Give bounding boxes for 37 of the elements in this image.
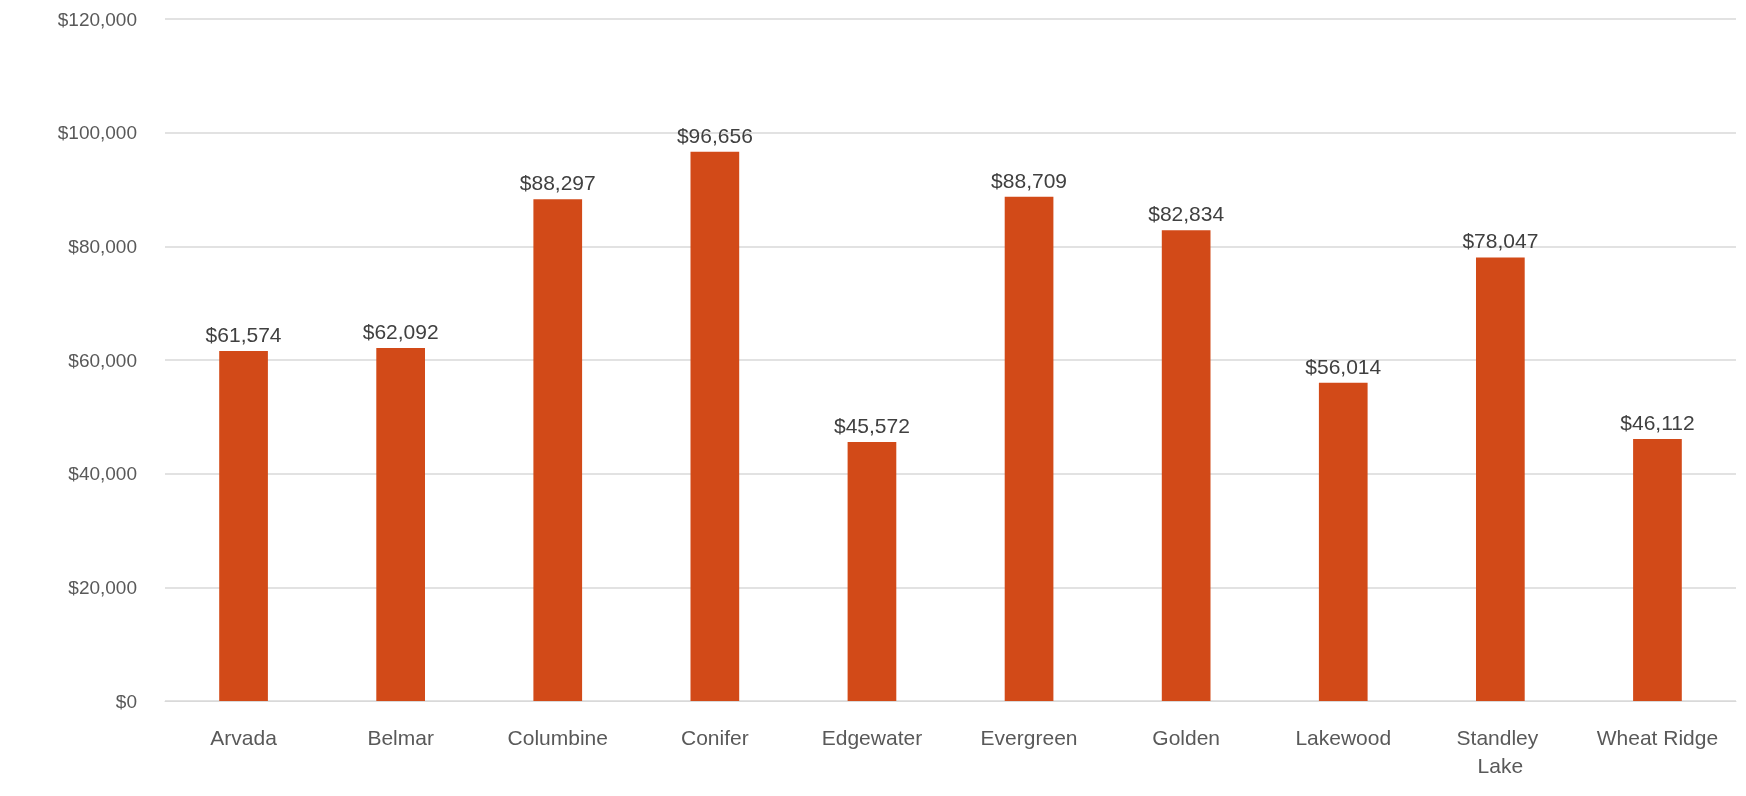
data-label: $46,112 <box>1620 410 1695 434</box>
y-tick-label: $60,000 <box>68 349 137 371</box>
bar <box>1161 230 1211 701</box>
data-label: $45,572 <box>833 414 910 437</box>
y-tick-label: $40,000 <box>68 463 137 485</box>
y-tick-label: $20,000 <box>68 576 137 598</box>
y-tick-label: $100,000 <box>57 122 137 144</box>
data-label: $61,574 <box>205 323 282 347</box>
bar <box>1318 382 1368 701</box>
x-tick-label: Golden <box>1152 725 1221 749</box>
data-label: $56,014 <box>1305 354 1382 378</box>
data-label: $96,656 <box>676 123 753 147</box>
bar <box>690 151 740 701</box>
x-tick-label: Belmar <box>367 725 434 749</box>
bar <box>376 348 425 701</box>
y-tick-label: $80,000 <box>68 235 137 257</box>
data-label: $78,047 <box>1462 229 1539 253</box>
bar <box>219 351 268 701</box>
data-label: $62,092 <box>362 320 439 344</box>
x-tick-label: Edgewater <box>821 725 923 749</box>
data-label: $82,834 <box>1148 202 1225 226</box>
data-label: $88,297 <box>519 171 596 195</box>
x-tick-label: Evergreen <box>980 725 1078 749</box>
x-tick-label: Lakewood <box>1295 725 1392 749</box>
x-tick-label: Wheat Ridge <box>1596 725 1719 749</box>
y-tick-label: $120,000 <box>57 8 137 30</box>
bar <box>1476 257 1525 701</box>
x-tick-label: Columbine <box>507 725 608 749</box>
x-tick-label: Arvada <box>210 725 278 749</box>
bar <box>533 199 583 701</box>
x-tick-label: Conifer <box>681 725 749 749</box>
bar <box>1004 196 1054 701</box>
y-tick-label: $0 <box>115 690 137 712</box>
bar <box>1633 438 1682 701</box>
data-label: $88,709 <box>991 168 1068 192</box>
bar <box>847 442 897 701</box>
x-tick-label: Standley Lake <box>1456 725 1545 777</box>
